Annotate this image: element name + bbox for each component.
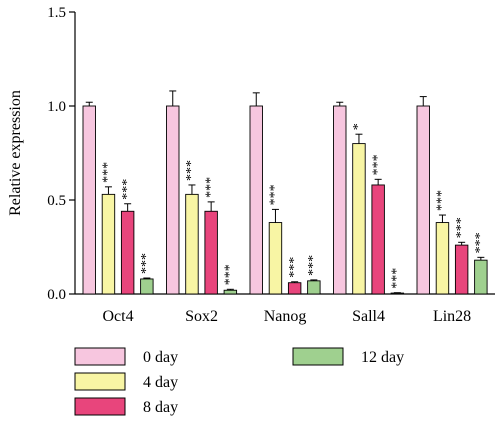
bar xyxy=(416,105,430,295)
category-label: Sox2 xyxy=(185,308,218,325)
significance-label: *** xyxy=(120,179,135,200)
significance-label: * xyxy=(351,123,366,130)
significance-label: *** xyxy=(306,255,321,276)
bar xyxy=(287,282,302,295)
bar xyxy=(474,259,488,295)
y-tick-label: 0.5 xyxy=(47,193,66,209)
significance-label: *** xyxy=(184,160,199,181)
bar xyxy=(204,210,218,295)
significance-label: *** xyxy=(390,268,405,289)
bar xyxy=(352,143,366,295)
bar xyxy=(166,105,180,295)
bar xyxy=(333,105,347,295)
significance-label: *** xyxy=(454,217,469,238)
bar xyxy=(307,280,321,295)
legend-swatch xyxy=(292,347,344,366)
y-axis-label: Relative expression xyxy=(7,90,24,216)
significance-label: *** xyxy=(473,232,488,253)
bar xyxy=(223,289,238,295)
legend-label: 4 day xyxy=(143,374,178,391)
bar xyxy=(454,244,469,295)
legend-label: 8 day xyxy=(143,399,178,416)
significance-label: *** xyxy=(223,264,238,285)
bar xyxy=(249,105,263,295)
category-label: Nanog xyxy=(264,308,307,325)
bar xyxy=(435,222,450,295)
bar xyxy=(185,193,199,295)
significance-label: *** xyxy=(203,177,218,198)
significance-label: *** xyxy=(370,154,385,175)
bar xyxy=(268,222,283,295)
significance-label: *** xyxy=(139,253,154,274)
category-label: Lin28 xyxy=(433,308,471,325)
category-label: Sall4 xyxy=(352,308,385,325)
bar xyxy=(140,278,154,295)
bar xyxy=(101,193,116,295)
legend-label: 0 day xyxy=(143,349,178,366)
significance-label: *** xyxy=(101,162,116,183)
y-tick-label: 1.0 xyxy=(47,99,66,115)
category-label: Oct4 xyxy=(102,308,133,325)
legend-swatch xyxy=(74,397,126,416)
legend: 0 day 4 day 8 day 12 day xyxy=(74,347,404,416)
significance-label: *** xyxy=(287,257,302,278)
bar xyxy=(82,105,96,295)
bar xyxy=(390,292,405,295)
y-tick-label: 0.0 xyxy=(47,287,66,303)
significance-label: *** xyxy=(435,190,450,211)
legend-label: 12 day xyxy=(361,349,404,366)
y-tick-label: 1.5 xyxy=(47,5,66,21)
legend-swatch xyxy=(74,347,126,366)
significance-label: *** xyxy=(268,184,283,205)
legend-swatch xyxy=(74,372,126,391)
bar xyxy=(120,210,135,295)
bar xyxy=(371,184,385,295)
